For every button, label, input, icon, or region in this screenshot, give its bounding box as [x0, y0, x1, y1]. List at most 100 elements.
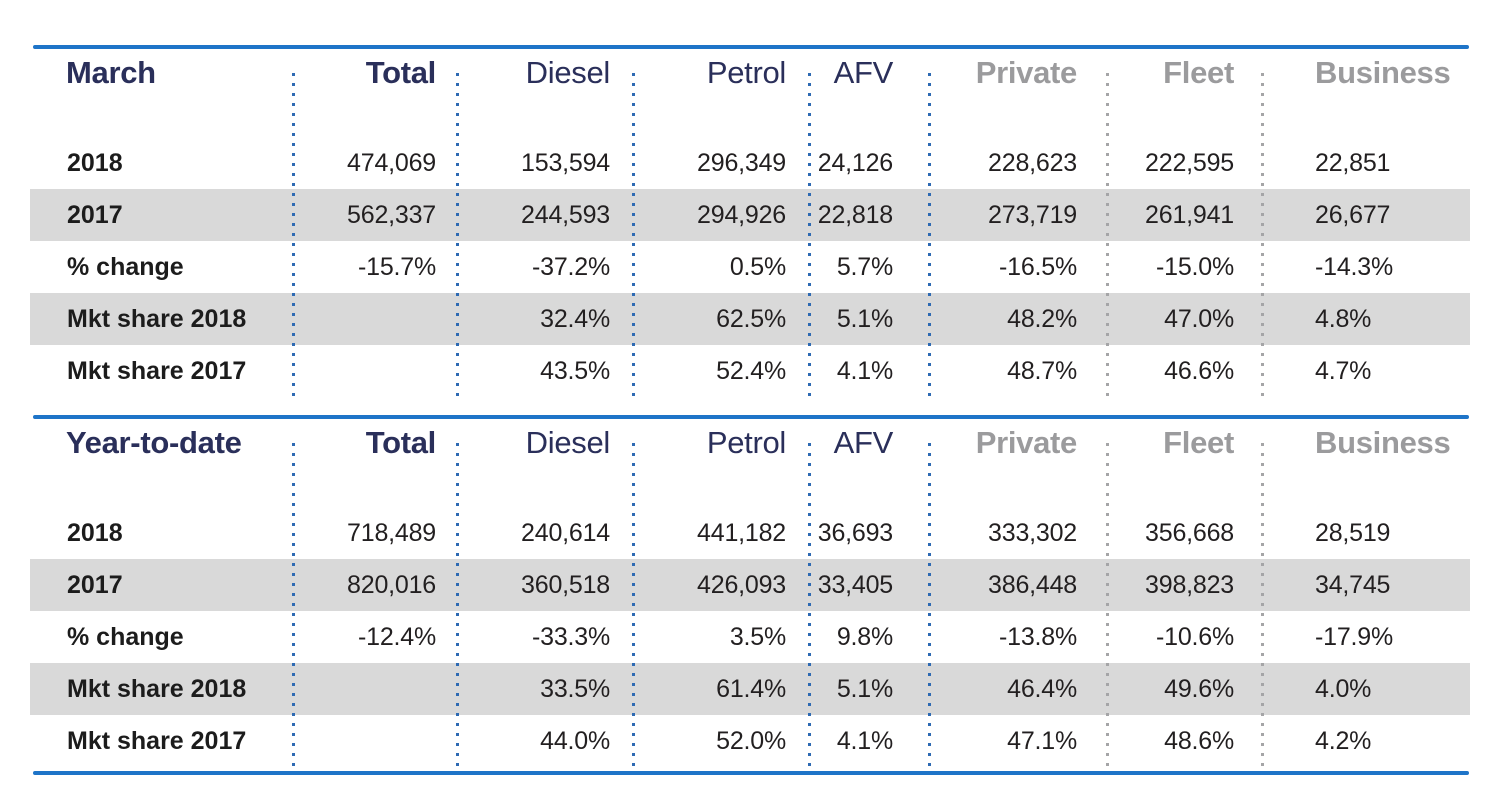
row-label: Mkt share 2017: [67, 726, 247, 755]
value-cell: -13.8%: [998, 622, 1077, 651]
value-cell: 244,593: [521, 200, 610, 229]
year-to-date-table: Year-to-date Total Diesel Petrol AFV Pri…: [30, 419, 1470, 767]
column-header-diesel: Diesel: [525, 55, 611, 90]
value-cell: 62.5%: [716, 304, 786, 333]
value-cell: 26,677: [1315, 200, 1391, 229]
value-cell: 36,693: [817, 518, 893, 547]
value-cell: 294,926: [697, 200, 786, 229]
table-row: 2017 562,337 244,593 294,926 22,818 273,…: [30, 189, 1470, 241]
table-row: Mkt share 2017 43.5% 52.4% 4.1% 48.7% 46…: [30, 345, 1470, 397]
row-label: Mkt share 2018: [67, 674, 247, 703]
value-cell: 48.6%: [1164, 726, 1234, 755]
value-cell: [293, 663, 457, 715]
value-cell: 34,745: [1315, 570, 1391, 599]
value-cell: -37.2%: [531, 252, 610, 281]
value-cell: 24,126: [817, 148, 893, 177]
value-cell: 5.1%: [836, 674, 893, 703]
row-label: 2017: [67, 570, 123, 599]
column-header-fleet: Fleet: [1163, 425, 1234, 460]
value-cell: [293, 345, 457, 397]
value-cell: 718,489: [347, 518, 436, 547]
value-cell: 426,093: [697, 570, 786, 599]
value-cell: 46.4%: [1007, 674, 1077, 703]
column-separator-dotted: [808, 73, 811, 397]
value-cell: 52.4%: [716, 356, 786, 385]
value-cell: 48.7%: [1007, 356, 1077, 385]
column-header-business: Business: [1315, 55, 1451, 90]
value-cell: 273,719: [988, 200, 1077, 229]
column-separator-dotted: [632, 443, 635, 767]
value-cell: 43.5%: [540, 356, 610, 385]
value-cell: 22,818: [817, 200, 893, 229]
value-cell: 61.4%: [716, 674, 786, 703]
column-header-total: Total: [365, 425, 437, 460]
value-cell: 360,518: [521, 570, 610, 599]
value-cell: 48.2%: [1007, 304, 1077, 333]
column-separator-dotted: [292, 443, 295, 767]
value-cell: 4.7%: [1315, 356, 1372, 385]
value-cell: 33,405: [817, 570, 893, 599]
value-cell: 240,614: [521, 518, 610, 547]
table-row: Mkt share 2017 44.0% 52.0% 4.1% 47.1% 48…: [30, 715, 1470, 767]
row-label: 2018: [67, 148, 123, 177]
value-cell: -12.4%: [357, 622, 436, 651]
column-separator-dotted: [1106, 443, 1109, 767]
value-cell: 49.6%: [1164, 674, 1234, 703]
value-cell: 28,519: [1315, 518, 1391, 547]
column-separator-dotted: [808, 443, 811, 767]
march-table: March Total Diesel Petrol AFV Private Fl…: [30, 49, 1470, 397]
value-cell: 398,823: [1145, 570, 1234, 599]
value-cell: 32.4%: [540, 304, 610, 333]
column-header-private: Private: [975, 425, 1078, 460]
value-cell: 296,349: [697, 148, 786, 177]
value-cell: 222,595: [1145, 148, 1234, 177]
march-section: March Total Diesel Petrol AFV Private Fl…: [30, 45, 1472, 397]
value-cell: 0.5%: [729, 252, 786, 281]
value-cell: 562,337: [347, 200, 436, 229]
value-cell: -14.3%: [1315, 252, 1394, 281]
value-cell: -15.0%: [1155, 252, 1234, 281]
value-cell: 4.1%: [836, 726, 893, 755]
column-separator-dotted: [632, 73, 635, 397]
value-cell: 52.0%: [716, 726, 786, 755]
column-header-afv: AFV: [833, 55, 894, 90]
value-cell: 4.1%: [836, 356, 893, 385]
value-cell: 9.8%: [836, 622, 893, 651]
value-cell: -10.6%: [1155, 622, 1234, 651]
bottom-rule: [33, 771, 1469, 775]
value-cell: 356,668: [1145, 518, 1234, 547]
column-separator-dotted: [456, 443, 459, 767]
column-separator-dotted: [1261, 73, 1264, 397]
column-header-fleet: Fleet: [1163, 55, 1234, 90]
value-cell: -17.9%: [1315, 622, 1394, 651]
header-row: March Total Diesel Petrol AFV Private Fl…: [30, 49, 1470, 137]
table-row: Mkt share 2018 33.5% 61.4% 5.1% 46.4% 49…: [30, 663, 1470, 715]
column-header-petrol: Petrol: [706, 425, 786, 460]
value-cell: -15.7%: [357, 252, 436, 281]
row-label: Mkt share 2017: [67, 356, 247, 385]
column-separator-dotted: [1261, 443, 1264, 767]
header-row: Year-to-date Total Diesel Petrol AFV Pri…: [30, 419, 1470, 507]
value-cell: 47.1%: [1007, 726, 1077, 755]
value-cell: 386,448: [988, 570, 1077, 599]
column-header-petrol: Petrol: [706, 55, 786, 90]
table-row: 2018 474,069 153,594 296,349 24,126 228,…: [30, 137, 1470, 189]
column-separator-dotted: [456, 73, 459, 397]
value-cell: 44.0%: [540, 726, 610, 755]
value-cell: 5.7%: [836, 252, 893, 281]
value-cell: 47.0%: [1164, 304, 1234, 333]
row-label: % change: [67, 252, 184, 281]
row-label: Mkt share 2018: [67, 304, 247, 333]
value-cell: 46.6%: [1164, 356, 1234, 385]
value-cell: 33.5%: [540, 674, 610, 703]
value-cell: 3.5%: [729, 622, 786, 651]
value-cell: 4.2%: [1315, 726, 1372, 755]
column-header-afv: AFV: [833, 425, 894, 460]
value-cell: 153,594: [521, 148, 610, 177]
table-row: % change -15.7% -37.2% 0.5% 5.7% -16.5% …: [30, 241, 1470, 293]
column-header-diesel: Diesel: [525, 425, 611, 460]
registrations-report: March Total Diesel Petrol AFV Private Fl…: [30, 45, 1472, 775]
column-header-private: Private: [975, 55, 1078, 90]
value-cell: [293, 715, 457, 767]
value-cell: 22,851: [1315, 148, 1391, 177]
